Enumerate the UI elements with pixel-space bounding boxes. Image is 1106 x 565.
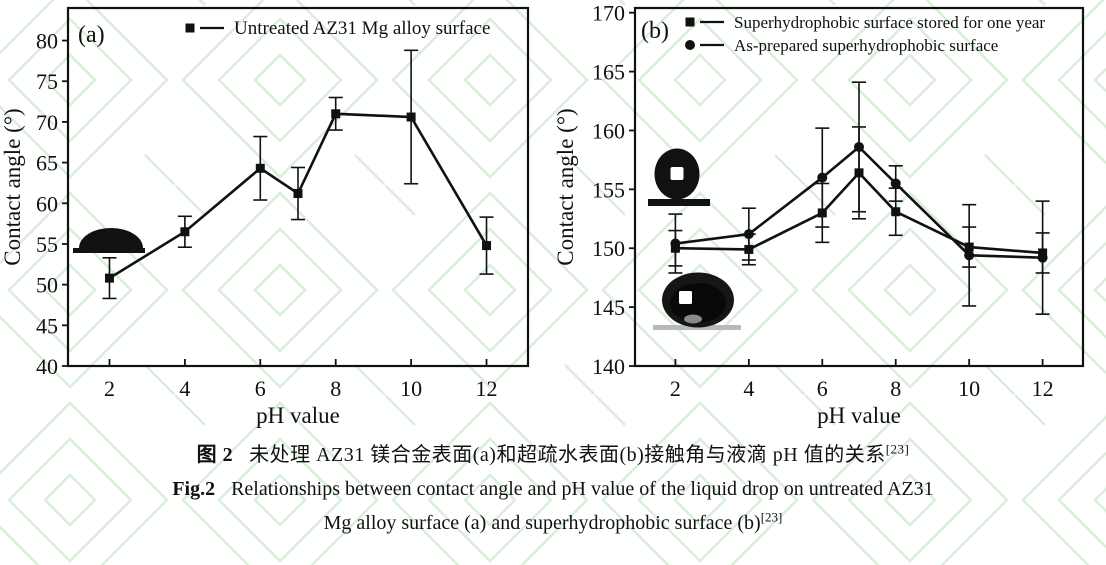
y-tick-label: 145 <box>592 295 625 320</box>
x-axis-title: pH value <box>256 403 340 428</box>
y-tick-label: 155 <box>592 177 625 202</box>
caption-chinese: 图 2 未处理 AZ31 镁合金表面(a)和超疏水表面(b)接触角与液滴 pH 值… <box>0 438 1106 472</box>
y-axis-ticks: 40 45 50 55 60 65 70 75 80 <box>36 29 68 379</box>
legend-entry-label: Superhydrophobic surface stored for one … <box>734 13 1045 32</box>
legend-entry-label: Untreated AZ31 Mg alloy surface <box>234 18 490 39</box>
x-tick-label: 6 <box>255 376 266 401</box>
superhydrophobic-drop-schematic-icon <box>648 148 710 206</box>
series-2 <box>668 81 1050 315</box>
x-axis-title: pH value <box>817 403 901 428</box>
x-tick-label: 8 <box>890 376 901 401</box>
caption-chinese-text: 未处理 AZ31 镁合金表面(a)和超疏水表面(b)接触角与液滴 pH 值的关系 <box>249 444 886 466</box>
chart-b: 140 145 150 155 160 165 170 2 4 6 8 10 12 pH value Con… <box>553 1 1085 428</box>
axis-frame <box>66 6 530 368</box>
y-axis-title: Contact angle (°) <box>0 108 25 265</box>
caption-english-line1: Fig.2 Relationships between contact angle… <box>0 472 1106 506</box>
figure-panels: 40 45 50 55 60 65 70 75 80 2 4 6 8 10 12 pH value Contac… <box>0 1 1085 428</box>
x-tick-label: 4 <box>179 376 190 401</box>
panel-label-text: (b) <box>641 18 669 44</box>
x-tick-label: 8 <box>330 376 341 401</box>
y-tick-label: 50 <box>36 273 58 298</box>
x-axis-ticks: 2 4 6 8 10 12 <box>104 359 498 401</box>
caption-english-text2: Mg alloy surface (a) and superhydrophobi… <box>323 512 761 534</box>
x-tick-label: 10 <box>400 376 422 401</box>
caption-english-text1: Relationships between contact angle and … <box>231 478 934 500</box>
y-axis-ticks: 140 145 150 155 160 165 170 <box>592 1 635 379</box>
figure-caption: 图 2 未处理 AZ31 镁合金表面(a)和超疏水表面(b)接触角与液滴 pH 值… <box>0 438 1106 540</box>
panel-label-text: (a) <box>78 22 105 48</box>
superhydrophobic-drop-photo-icon <box>653 272 741 330</box>
axis-titles: pH value Contact angle (°) <box>553 108 901 428</box>
y-tick-label: 75 <box>36 69 58 94</box>
y-tick-label: 80 <box>36 29 58 54</box>
caption-reference-superscript: [23] <box>885 441 910 457</box>
y-tick-label: 45 <box>36 313 58 338</box>
x-tick-label: 12 <box>1032 376 1054 401</box>
y-tick-label: 160 <box>592 118 625 143</box>
y-tick-label: 165 <box>592 60 625 85</box>
x-tick-label: 12 <box>476 376 498 401</box>
caption-reference-superscript-2: [23] <box>760 509 783 525</box>
y-tick-label: 70 <box>36 110 58 135</box>
panel-label: (b) <box>641 18 669 44</box>
y-tick-label: 150 <box>592 236 625 261</box>
y-tick-label: 40 <box>36 354 58 379</box>
x-tick-label: 2 <box>670 376 681 401</box>
x-tick-label: 10 <box>958 376 980 401</box>
x-tick-label: 2 <box>104 376 115 401</box>
axis-frame <box>633 6 1085 368</box>
legend: Untreated AZ31 Mg alloy surface <box>185 18 490 39</box>
axis-titles: pH value Contact angle (°) <box>0 108 340 428</box>
sessile-water-drop-photo-icon <box>73 228 145 253</box>
y-tick-label: 140 <box>592 354 625 379</box>
caption-english-line2: Mg alloy surface (a) and superhydrophobi… <box>0 506 1106 540</box>
chart-a: 40 45 50 55 60 65 70 75 80 2 4 6 8 10 12 pH value Contac… <box>0 6 530 428</box>
y-tick-label: 55 <box>36 232 58 257</box>
x-tick-label: 6 <box>817 376 828 401</box>
y-tick-label: 60 <box>36 191 58 216</box>
series-1 <box>102 49 494 300</box>
legend: Superhydrophobic surface stored for one … <box>685 13 1045 55</box>
y-tick-label: 170 <box>592 1 625 26</box>
y-axis-title: Contact angle (°) <box>553 108 578 265</box>
caption-chinese-label: 图 2 <box>196 444 234 466</box>
caption-english-label: Fig.2 <box>172 478 216 500</box>
y-tick-label: 65 <box>36 151 58 176</box>
x-tick-label: 4 <box>743 376 754 401</box>
legend-entry-label: As-prepared superhydrophobic surface <box>734 36 998 55</box>
panel-label: (a) <box>78 22 105 48</box>
x-axis-ticks: 2 4 6 8 10 12 <box>670 359 1054 401</box>
